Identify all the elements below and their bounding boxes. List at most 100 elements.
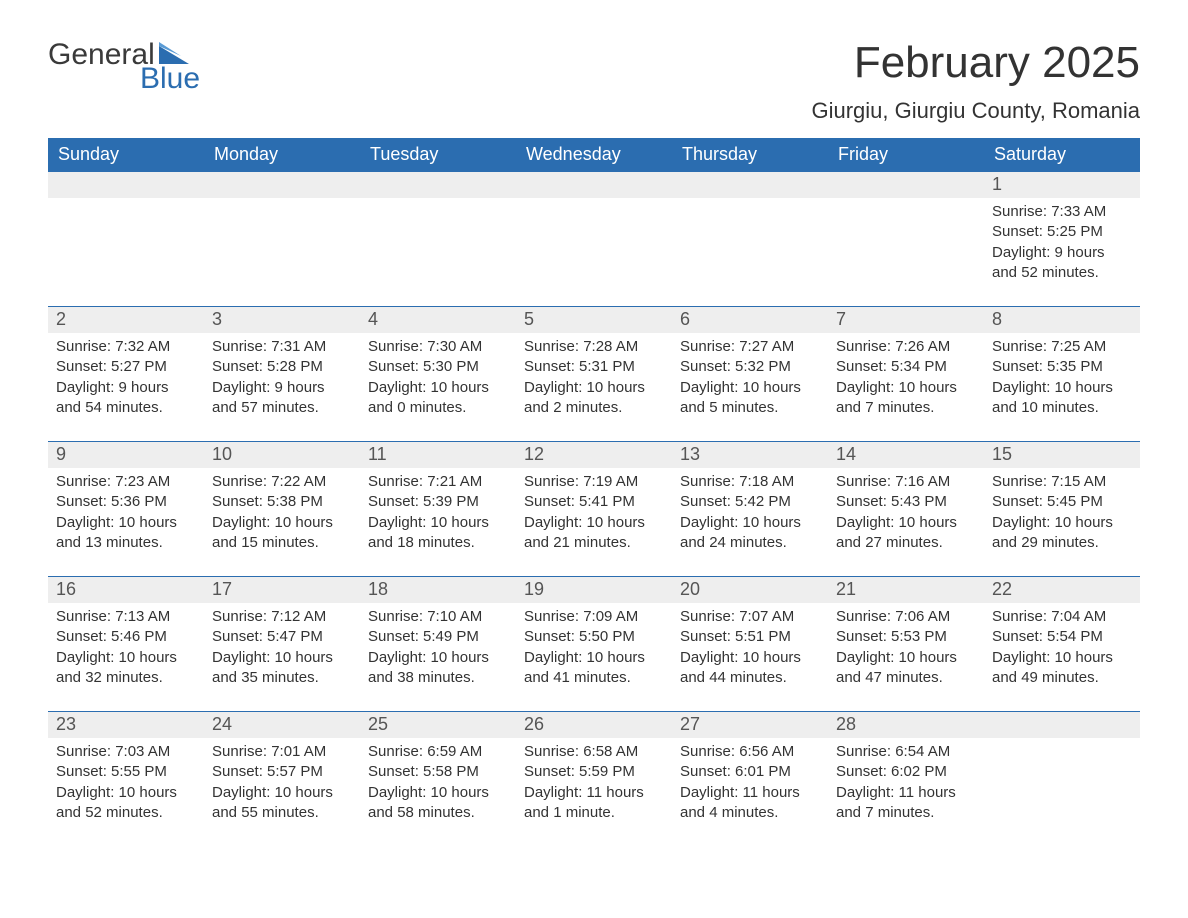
- sunrise-line: Sunrise: 7:18 AM: [680, 472, 820, 492]
- day-number: 3: [204, 307, 360, 333]
- sunset-line: Sunset: 5:32 PM: [680, 357, 820, 377]
- day-number: 18: [360, 577, 516, 603]
- sunrise-line: Sunrise: 6:54 AM: [836, 742, 976, 762]
- daylight-line: Daylight: 11 hours and 4 minutes.: [680, 783, 820, 824]
- daylight-line: Daylight: 9 hours and 54 minutes.: [56, 378, 196, 419]
- day-cell: [672, 198, 828, 306]
- day-number: 13: [672, 442, 828, 468]
- daylight-line: Daylight: 10 hours and 58 minutes.: [368, 783, 508, 824]
- day-number: 16: [48, 577, 204, 603]
- sunset-line: Sunset: 5:27 PM: [56, 357, 196, 377]
- day-number: 5: [516, 307, 672, 333]
- day-number: 1: [984, 172, 1140, 198]
- logo-text-general: General: [48, 40, 155, 70]
- day-number: 24: [204, 712, 360, 738]
- sunset-line: Sunset: 5:42 PM: [680, 492, 820, 512]
- sunset-line: Sunset: 6:01 PM: [680, 762, 820, 782]
- daylight-line: Daylight: 10 hours and 18 minutes.: [368, 513, 508, 554]
- daylight-line: Daylight: 10 hours and 21 minutes.: [524, 513, 664, 554]
- day-cell: [360, 198, 516, 306]
- daylight-line: Daylight: 10 hours and 52 minutes.: [56, 783, 196, 824]
- day-number: 23: [48, 712, 204, 738]
- daylight-line: Daylight: 10 hours and 7 minutes.: [836, 378, 976, 419]
- sunset-line: Sunset: 5:46 PM: [56, 627, 196, 647]
- sunrise-line: Sunrise: 7:13 AM: [56, 607, 196, 627]
- sunset-line: Sunset: 5:41 PM: [524, 492, 664, 512]
- sunrise-line: Sunrise: 7:23 AM: [56, 472, 196, 492]
- daynum-strip: 1: [48, 172, 1140, 198]
- daynum-strip: 2345678: [48, 307, 1140, 333]
- daylight-line: Daylight: 10 hours and 32 minutes.: [56, 648, 196, 689]
- day-cell: Sunrise: 7:13 AMSunset: 5:46 PMDaylight:…: [48, 603, 204, 711]
- day-number: 15: [984, 442, 1140, 468]
- week-row: 16171819202122Sunrise: 7:13 AMSunset: 5:…: [48, 576, 1140, 711]
- week-row: 2345678Sunrise: 7:32 AMSunset: 5:27 PMDa…: [48, 306, 1140, 441]
- daylight-line: Daylight: 11 hours and 7 minutes.: [836, 783, 976, 824]
- sunset-line: Sunset: 5:54 PM: [992, 627, 1132, 647]
- sunset-line: Sunset: 5:55 PM: [56, 762, 196, 782]
- sunrise-line: Sunrise: 7:28 AM: [524, 337, 664, 357]
- weekday-header: Wednesday: [516, 138, 672, 172]
- sunset-line: Sunset: 5:35 PM: [992, 357, 1132, 377]
- daylight-line: Daylight: 10 hours and 47 minutes.: [836, 648, 976, 689]
- day-cell: [516, 198, 672, 306]
- day-cell: Sunrise: 6:59 AMSunset: 5:58 PMDaylight:…: [360, 738, 516, 846]
- sunrise-line: Sunrise: 7:26 AM: [836, 337, 976, 357]
- day-number: 19: [516, 577, 672, 603]
- day-cell: Sunrise: 7:23 AMSunset: 5:36 PMDaylight:…: [48, 468, 204, 576]
- day-cell: Sunrise: 7:01 AMSunset: 5:57 PMDaylight:…: [204, 738, 360, 846]
- day-content-row: Sunrise: 7:33 AMSunset: 5:25 PMDaylight:…: [48, 198, 1140, 306]
- weekday-header: Friday: [828, 138, 984, 172]
- day-cell: Sunrise: 7:09 AMSunset: 5:50 PMDaylight:…: [516, 603, 672, 711]
- day-cell: Sunrise: 7:32 AMSunset: 5:27 PMDaylight:…: [48, 333, 204, 441]
- weekday-header: Sunday: [48, 138, 204, 172]
- sunrise-line: Sunrise: 6:59 AM: [368, 742, 508, 762]
- sunrise-line: Sunrise: 7:01 AM: [212, 742, 352, 762]
- sunrise-line: Sunrise: 6:56 AM: [680, 742, 820, 762]
- day-number: 8: [984, 307, 1140, 333]
- sunrise-line: Sunrise: 7:19 AM: [524, 472, 664, 492]
- daynum-strip: 232425262728: [48, 712, 1140, 738]
- sunrise-line: Sunrise: 7:27 AM: [680, 337, 820, 357]
- day-cell: [48, 198, 204, 306]
- sunrise-line: Sunrise: 7:16 AM: [836, 472, 976, 492]
- sunrise-line: Sunrise: 7:15 AM: [992, 472, 1132, 492]
- sunrise-line: Sunrise: 7:07 AM: [680, 607, 820, 627]
- sunset-line: Sunset: 5:28 PM: [212, 357, 352, 377]
- sunrise-line: Sunrise: 7:31 AM: [212, 337, 352, 357]
- day-cell: Sunrise: 7:07 AMSunset: 5:51 PMDaylight:…: [672, 603, 828, 711]
- page-title: February 2025: [811, 40, 1140, 86]
- logo-text-blue: Blue: [140, 64, 200, 94]
- daylight-line: Daylight: 10 hours and 5 minutes.: [680, 378, 820, 419]
- sunrise-line: Sunrise: 7:12 AM: [212, 607, 352, 627]
- weekday-header: Thursday: [672, 138, 828, 172]
- day-number: [204, 172, 360, 198]
- sunrise-line: Sunrise: 7:30 AM: [368, 337, 508, 357]
- calendar: SundayMondayTuesdayWednesdayThursdayFrid…: [48, 138, 1140, 846]
- day-number: 14: [828, 442, 984, 468]
- day-number: 22: [984, 577, 1140, 603]
- day-number: 26: [516, 712, 672, 738]
- day-number: 7: [828, 307, 984, 333]
- sunset-line: Sunset: 5:36 PM: [56, 492, 196, 512]
- daylight-line: Daylight: 10 hours and 13 minutes.: [56, 513, 196, 554]
- daynum-strip: 9101112131415: [48, 442, 1140, 468]
- day-cell: Sunrise: 7:10 AMSunset: 5:49 PMDaylight:…: [360, 603, 516, 711]
- day-number: 11: [360, 442, 516, 468]
- daylight-line: Daylight: 10 hours and 24 minutes.: [680, 513, 820, 554]
- day-content-row: Sunrise: 7:03 AMSunset: 5:55 PMDaylight:…: [48, 738, 1140, 846]
- daylight-line: Daylight: 10 hours and 44 minutes.: [680, 648, 820, 689]
- sunrise-line: Sunrise: 7:21 AM: [368, 472, 508, 492]
- day-number: 28: [828, 712, 984, 738]
- day-cell: Sunrise: 7:27 AMSunset: 5:32 PMDaylight:…: [672, 333, 828, 441]
- sunrise-line: Sunrise: 7:10 AM: [368, 607, 508, 627]
- daylight-line: Daylight: 10 hours and 27 minutes.: [836, 513, 976, 554]
- daylight-line: Daylight: 10 hours and 35 minutes.: [212, 648, 352, 689]
- day-number: 12: [516, 442, 672, 468]
- sunset-line: Sunset: 5:57 PM: [212, 762, 352, 782]
- daylight-line: Daylight: 11 hours and 1 minute.: [524, 783, 664, 824]
- sunset-line: Sunset: 5:47 PM: [212, 627, 352, 647]
- day-cell: Sunrise: 6:54 AMSunset: 6:02 PMDaylight:…: [828, 738, 984, 846]
- daylight-line: Daylight: 10 hours and 2 minutes.: [524, 378, 664, 419]
- sunset-line: Sunset: 5:51 PM: [680, 627, 820, 647]
